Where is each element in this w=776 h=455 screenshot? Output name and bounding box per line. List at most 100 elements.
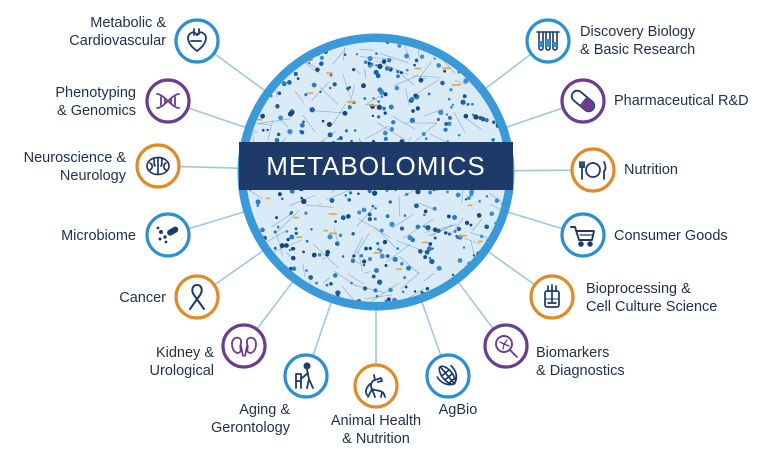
pathway-node bbox=[289, 188, 295, 194]
hub-banner bbox=[239, 142, 513, 190]
pathway-node bbox=[463, 303, 465, 305]
pathway-node bbox=[411, 109, 415, 113]
pathway-edge bbox=[423, 272, 435, 282]
elderly-icon-ring bbox=[283, 353, 329, 399]
label-metabolic-line1: Metabolic & bbox=[90, 15, 166, 31]
pathway-edge bbox=[276, 42, 294, 59]
pathway-node bbox=[246, 79, 248, 84]
pathway-node bbox=[429, 258, 435, 265]
pathway-node bbox=[287, 80, 292, 85]
pathway-node bbox=[288, 287, 294, 293]
pathway-edge bbox=[305, 204, 334, 208]
label-discovery-line1: Discovery Biology bbox=[580, 24, 696, 40]
pathway-node bbox=[280, 42, 286, 43]
pathway-node bbox=[276, 225, 280, 229]
pathway-node bbox=[379, 228, 384, 233]
label-consumer-line1: Consumer Goods bbox=[614, 228, 728, 244]
pathway-edge bbox=[286, 252, 292, 258]
pathway-node bbox=[426, 246, 432, 252]
pathway-node bbox=[305, 239, 309, 243]
pathway-node bbox=[259, 64, 263, 68]
label-biomarkers-line2: & Diagnostics bbox=[536, 363, 625, 379]
label-discovery-line2: & Basic Research bbox=[580, 42, 696, 58]
pathway-node bbox=[413, 63, 416, 67]
pathway-label-mark bbox=[346, 101, 356, 103]
pathway-node bbox=[319, 61, 324, 66]
connector-line-microbiome bbox=[188, 211, 245, 230]
pathway-label-mark bbox=[396, 268, 403, 270]
app-node-cancer bbox=[174, 274, 220, 320]
pathway-node bbox=[241, 88, 243, 90]
label-kidney-line2: Urological bbox=[149, 363, 214, 379]
pathway-label-mark bbox=[266, 197, 271, 200]
pathway-node bbox=[403, 214, 407, 217]
pathway-node bbox=[290, 255, 296, 261]
pathway-node bbox=[315, 67, 320, 72]
pathway-node bbox=[392, 256, 398, 262]
pathway-edge bbox=[291, 287, 302, 294]
pathway-node bbox=[340, 215, 346, 221]
pathway-node bbox=[274, 137, 280, 143]
pathway-edge bbox=[463, 116, 482, 130]
pathway-node bbox=[451, 103, 455, 107]
pathway-node bbox=[374, 207, 377, 210]
pathway-edge bbox=[489, 193, 502, 202]
pathway-node bbox=[464, 220, 470, 225]
label-neuroscience-line1: Neuroscience & bbox=[23, 150, 126, 166]
pathway-node bbox=[428, 256, 432, 260]
pathway-node bbox=[256, 278, 262, 283]
pathway-node bbox=[277, 192, 282, 197]
pathway-edge bbox=[332, 103, 346, 126]
pathway-node bbox=[246, 94, 252, 100]
pathway-node bbox=[280, 197, 284, 200]
pathway-node bbox=[433, 57, 436, 60]
pathway-node bbox=[415, 106, 420, 111]
label-pharma: Pharmaceutical R&D bbox=[614, 92, 764, 110]
pathway-node bbox=[470, 61, 476, 67]
dog-icon-ring bbox=[353, 363, 399, 409]
pathway-node bbox=[382, 106, 386, 111]
pathway-node bbox=[286, 237, 290, 242]
pathway-node bbox=[348, 191, 353, 195]
pathway-edge bbox=[472, 293, 482, 302]
pathway-node bbox=[424, 137, 428, 140]
brain-icon bbox=[146, 156, 170, 176]
pathway-node bbox=[480, 42, 484, 46]
pathway-node bbox=[413, 93, 418, 98]
pathway-node bbox=[373, 217, 377, 221]
connector-line-aging bbox=[312, 302, 332, 356]
pathway-node bbox=[447, 121, 452, 127]
pathway-edge bbox=[313, 244, 339, 269]
pathway-node bbox=[373, 288, 378, 293]
pathway-label-mark bbox=[477, 240, 483, 243]
pathway-node bbox=[423, 213, 426, 217]
pathway-node bbox=[288, 36, 290, 38]
pathway-node bbox=[446, 140, 449, 143]
label-kidney-line1: Kidney & bbox=[155, 345, 214, 361]
pathway-node bbox=[259, 278, 263, 282]
pathway-node bbox=[389, 126, 395, 132]
connector-line-nutrition bbox=[513, 169, 572, 172]
pathway-node bbox=[367, 212, 372, 217]
pathway-node bbox=[456, 226, 462, 232]
pathway-node bbox=[262, 53, 268, 59]
pathway-label-mark bbox=[467, 306, 474, 308]
connector-line-neuroscience bbox=[179, 165, 239, 170]
pathway-node bbox=[404, 192, 409, 197]
pathway-edge bbox=[486, 27, 499, 36]
pathway-node bbox=[396, 247, 400, 251]
pathway-node bbox=[444, 121, 449, 126]
pathway-node bbox=[396, 74, 400, 79]
pathway-node bbox=[304, 211, 308, 215]
pathway-node bbox=[504, 295, 506, 301]
connector-line-pharma bbox=[506, 107, 563, 128]
pathway-node bbox=[367, 55, 373, 62]
pathway-node bbox=[438, 109, 444, 116]
pathway-node bbox=[406, 265, 412, 271]
pathway-node bbox=[508, 42, 513, 47]
pathway-node bbox=[424, 249, 430, 255]
pathway-node bbox=[283, 49, 287, 53]
pathway-node bbox=[317, 253, 322, 257]
pathway-edge bbox=[359, 56, 393, 60]
pathway-edge bbox=[276, 232, 283, 257]
